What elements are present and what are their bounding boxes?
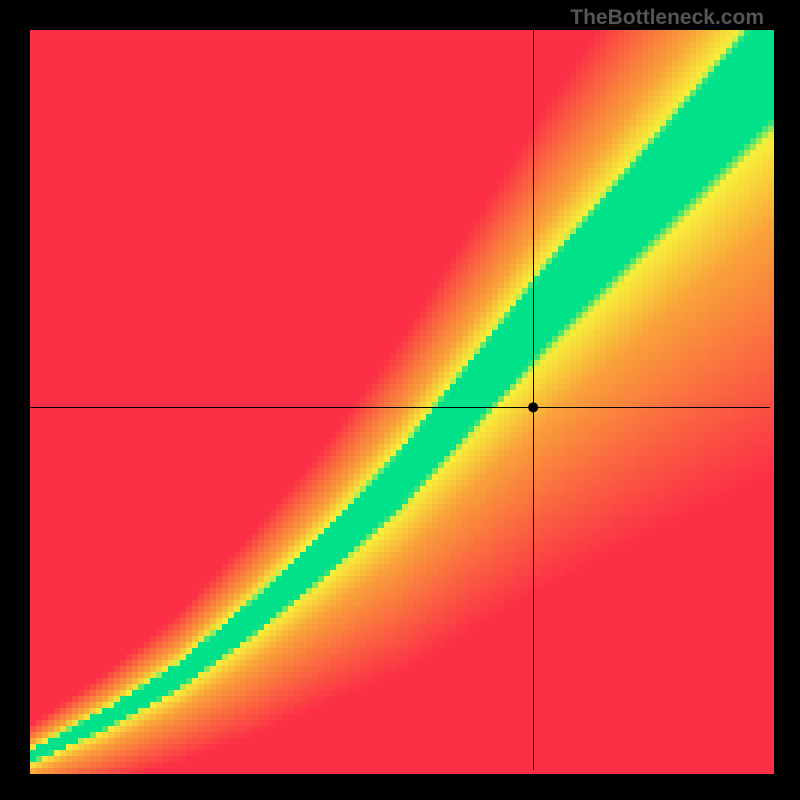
- watermark-text: TheBottleneck.com: [570, 6, 764, 30]
- bottleneck-heatmap-canvas: [0, 0, 800, 800]
- chart-container: TheBottleneck.com: [0, 0, 800, 800]
